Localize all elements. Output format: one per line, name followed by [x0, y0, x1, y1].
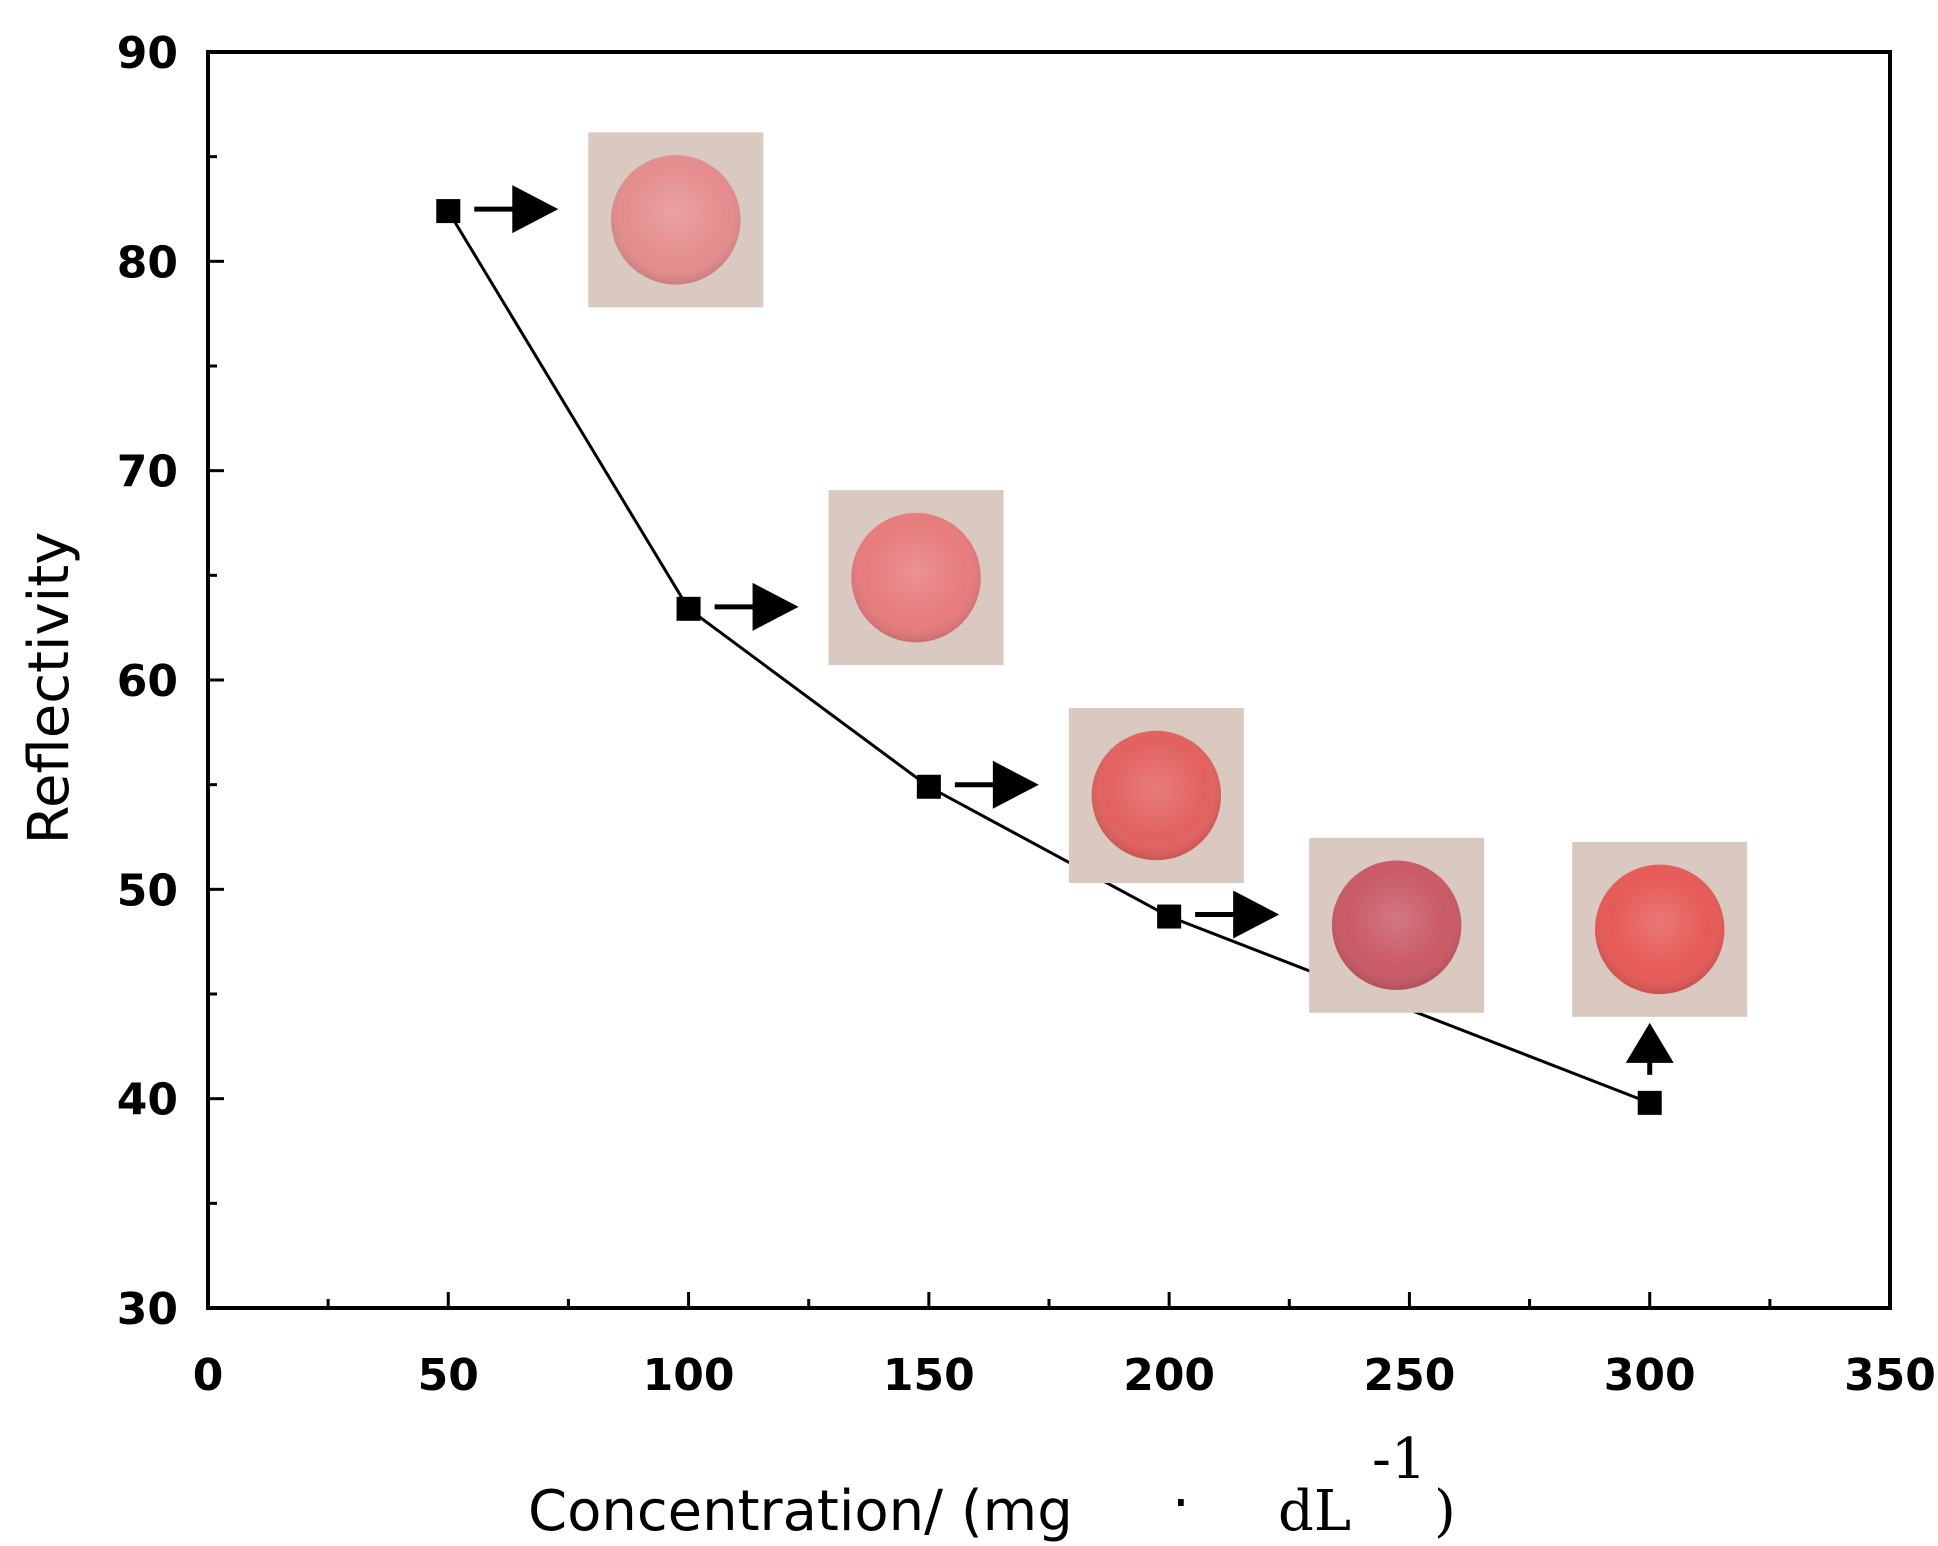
arrow-up-icon	[1625, 1022, 1674, 1063]
test-pad-shading	[1091, 730, 1222, 861]
x-tick-label: 0	[193, 1350, 224, 1401]
test-pad-shading	[1594, 864, 1725, 995]
x-axis-title: Concentration/ (mg · dL -1 )	[528, 1427, 1456, 1544]
annotation-5	[1572, 841, 1748, 1075]
x-axis-title-close: )	[1434, 1479, 1456, 1544]
annotation-1	[474, 132, 764, 308]
y-tick-label: 50	[117, 865, 178, 916]
y-tick-label: 30	[117, 1284, 178, 1335]
x-tick-label: 150	[883, 1350, 975, 1401]
plot-frame	[206, 50, 1892, 1310]
y-tick-label: 60	[117, 656, 178, 707]
annotations-group	[474, 132, 1748, 1075]
x-tick-label: 100	[643, 1350, 735, 1401]
data-point-marker	[1637, 1090, 1662, 1115]
x-tick-label: 250	[1363, 1350, 1455, 1401]
x-tick-label: 350	[1844, 1350, 1936, 1401]
annotation-2	[714, 490, 1004, 666]
annotation-4	[1195, 837, 1485, 1013]
y-tick-label: 70	[117, 447, 178, 498]
x-axis-title-dot: ·	[1172, 1471, 1190, 1536]
data-point-marker	[1157, 904, 1182, 929]
y-tick-label: 90	[117, 28, 178, 79]
arrow-right-icon	[1233, 890, 1280, 939]
x-axis-title-unit: dL	[1278, 1479, 1351, 1544]
test-pad-shading	[1331, 860, 1462, 991]
axis-tick-labels: 0 50 100 150 200 250 300 350 30 40 50 60 70 80 90	[117, 28, 1936, 1401]
arrow-right-icon	[992, 760, 1039, 809]
y-axis-title: Reflectivity	[17, 532, 82, 845]
test-pad-shading	[611, 155, 741, 285]
x-tick-label: 300	[1604, 1350, 1696, 1401]
y-tick-label: 40	[117, 1075, 178, 1126]
x-tick-label: 50	[418, 1350, 479, 1401]
data-markers	[436, 199, 1662, 1115]
data-point-marker	[676, 596, 701, 621]
data-point-marker	[916, 774, 941, 799]
annotation-3	[954, 708, 1244, 884]
test-pad-shading	[851, 512, 981, 643]
x-axis-title-main: Concentration/ (mg	[528, 1479, 1073, 1544]
arrow-right-icon	[752, 582, 799, 631]
x-axis-title-exponent: -1	[1372, 1427, 1427, 1492]
y-tick-label: 80	[117, 237, 178, 288]
axis-ticks	[206, 50, 1892, 1310]
arrow-right-icon	[512, 185, 559, 234]
x-tick-label: 200	[1123, 1350, 1215, 1401]
data-point-marker	[436, 199, 461, 224]
